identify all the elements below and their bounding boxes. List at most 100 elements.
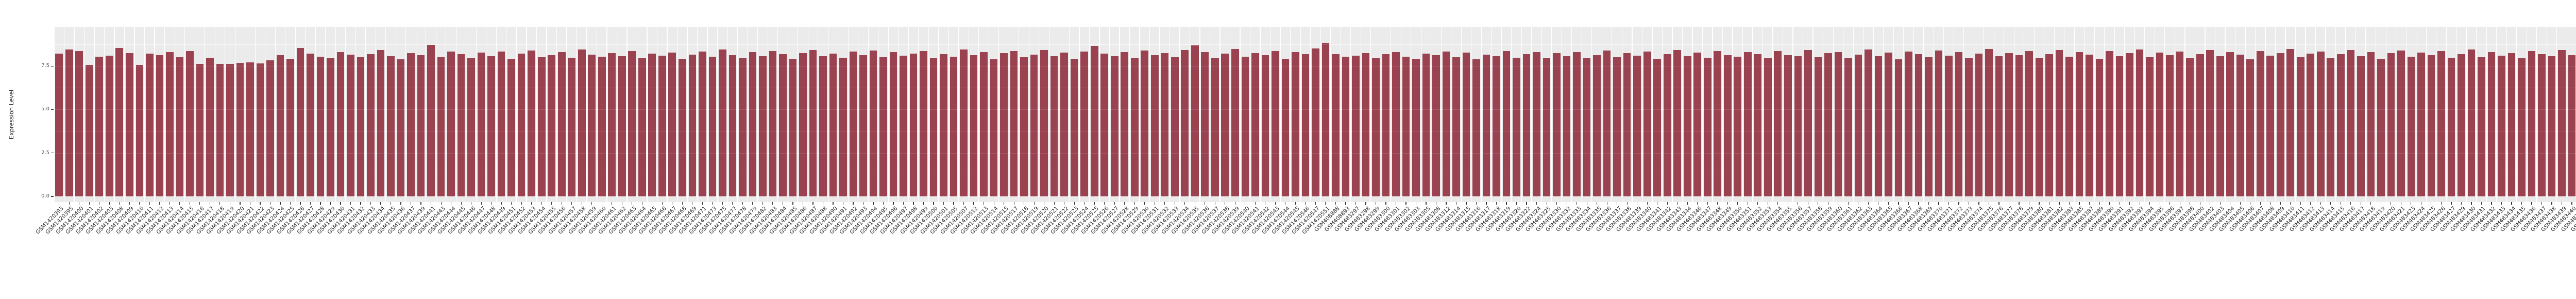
bar bbox=[1513, 58, 1520, 196]
bar bbox=[598, 57, 606, 196]
bar bbox=[186, 51, 194, 196]
x-tick bbox=[2501, 202, 2502, 205]
x-tick bbox=[712, 202, 713, 205]
bar bbox=[1251, 53, 1259, 196]
bar bbox=[1070, 59, 1078, 196]
x-tick bbox=[792, 202, 793, 205]
bar bbox=[2367, 52, 2375, 196]
v-gridline bbox=[2516, 27, 2517, 202]
v-gridline bbox=[144, 27, 145, 202]
v-gridline bbox=[1702, 27, 1703, 202]
x-tick bbox=[2330, 202, 2331, 205]
x-tick bbox=[943, 202, 944, 205]
v-gridline bbox=[2104, 27, 2105, 202]
x-tick bbox=[149, 202, 150, 205]
bar bbox=[2216, 56, 2224, 196]
bar bbox=[658, 55, 666, 196]
v-gridline bbox=[2295, 27, 2296, 202]
bar bbox=[316, 56, 325, 196]
bar bbox=[920, 51, 927, 196]
bar bbox=[1844, 58, 1852, 196]
v-gridline bbox=[526, 27, 527, 202]
bar bbox=[1653, 59, 1661, 196]
bar bbox=[1502, 51, 1511, 196]
x-tick bbox=[722, 202, 723, 205]
v-gridline bbox=[2506, 27, 2507, 202]
v-gridline bbox=[978, 27, 979, 202]
x-tick bbox=[1405, 202, 1406, 205]
x-tick bbox=[571, 202, 572, 205]
x-tick bbox=[109, 202, 110, 205]
v-gridline bbox=[355, 27, 356, 202]
bar bbox=[648, 54, 656, 196]
bar bbox=[1914, 54, 1923, 196]
bar bbox=[1743, 52, 1752, 196]
bar bbox=[1442, 51, 1450, 196]
bar bbox=[2106, 51, 2113, 196]
bar bbox=[1422, 53, 1430, 196]
v-gridline bbox=[1571, 27, 1572, 202]
bar bbox=[276, 55, 284, 196]
x-tick bbox=[1074, 202, 1075, 205]
bar bbox=[1010, 51, 1018, 196]
x-tick bbox=[420, 202, 421, 205]
bar bbox=[2126, 53, 2133, 196]
v-gridline bbox=[1179, 27, 1180, 202]
v-gridline bbox=[1461, 27, 1462, 202]
v-gridline bbox=[1833, 27, 1834, 202]
bar bbox=[1201, 52, 1209, 196]
bar bbox=[1522, 54, 1531, 196]
bar bbox=[1563, 56, 1571, 196]
x-tick bbox=[1888, 202, 1889, 205]
x-tick bbox=[1325, 202, 1326, 205]
v-gridline bbox=[295, 27, 296, 202]
bar bbox=[2387, 53, 2395, 196]
v-gridline bbox=[1712, 27, 1713, 202]
bar bbox=[2095, 59, 2104, 196]
bar bbox=[1352, 55, 1360, 196]
x-tick bbox=[531, 202, 532, 205]
x-tick bbox=[2531, 202, 2532, 205]
x-tick bbox=[1687, 202, 1688, 205]
bar bbox=[256, 63, 264, 196]
bar bbox=[1462, 52, 1470, 196]
v-gridline bbox=[2134, 27, 2135, 202]
bar bbox=[960, 49, 968, 196]
v-gridline bbox=[516, 27, 517, 202]
bar bbox=[1472, 59, 1480, 196]
v-gridline bbox=[1129, 27, 1130, 202]
bar bbox=[1292, 52, 1299, 196]
bar bbox=[2316, 51, 2325, 196]
v-gridline bbox=[1109, 27, 1110, 202]
bar bbox=[1090, 46, 1098, 196]
bar bbox=[1935, 50, 1943, 196]
v-gridline bbox=[1149, 27, 1150, 202]
x-tick bbox=[2219, 202, 2221, 205]
v-gridline bbox=[1853, 27, 1854, 202]
v-gridline bbox=[1501, 27, 1502, 202]
bar bbox=[2266, 55, 2275, 196]
v-gridline bbox=[1159, 27, 1160, 202]
x-tick bbox=[2491, 202, 2492, 205]
x-tick bbox=[742, 202, 743, 205]
bar bbox=[517, 53, 526, 196]
bar bbox=[1683, 56, 1691, 196]
x-tick bbox=[1626, 202, 1628, 205]
x-tick bbox=[2260, 202, 2261, 205]
bar bbox=[557, 52, 566, 196]
bar bbox=[1714, 51, 1722, 196]
bar bbox=[1342, 56, 1350, 196]
bar bbox=[1613, 57, 1621, 196]
bar bbox=[1362, 53, 1370, 196]
bar bbox=[1150, 55, 1159, 196]
bar bbox=[2035, 58, 2043, 196]
v-gridline bbox=[1089, 27, 1090, 202]
bar bbox=[1814, 57, 1822, 196]
bar bbox=[1865, 49, 1872, 196]
v-gridline bbox=[1913, 27, 1914, 202]
bar bbox=[2176, 51, 2184, 196]
x-tick bbox=[1275, 202, 1276, 205]
v-gridline bbox=[2556, 27, 2557, 202]
bar bbox=[336, 52, 345, 196]
bar bbox=[1261, 55, 1269, 196]
